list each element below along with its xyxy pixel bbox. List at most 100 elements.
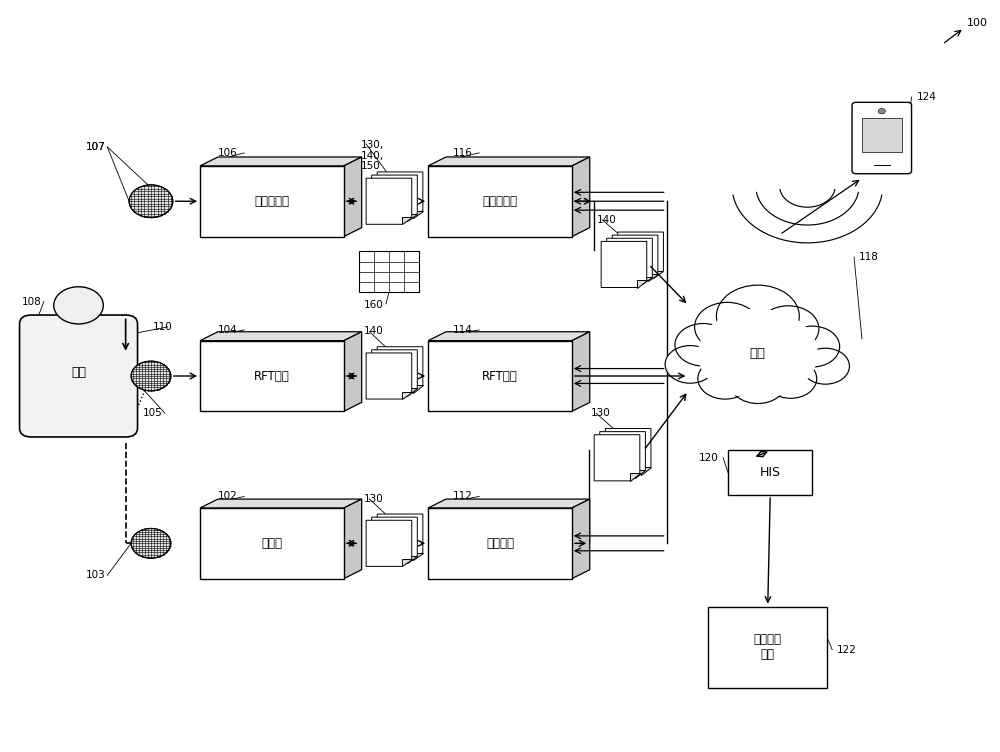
Text: 110: 110 bbox=[153, 322, 173, 332]
Circle shape bbox=[698, 358, 752, 399]
Circle shape bbox=[764, 359, 817, 399]
Polygon shape bbox=[600, 432, 645, 478]
FancyBboxPatch shape bbox=[428, 508, 572, 578]
Polygon shape bbox=[572, 499, 590, 578]
Text: 140: 140 bbox=[597, 215, 617, 225]
Text: 130: 130 bbox=[591, 408, 611, 418]
Text: 100: 100 bbox=[967, 18, 988, 28]
Polygon shape bbox=[607, 238, 652, 284]
FancyBboxPatch shape bbox=[852, 102, 912, 174]
Polygon shape bbox=[618, 232, 663, 278]
Polygon shape bbox=[428, 332, 590, 341]
Text: 患者监视器: 患者监视器 bbox=[254, 195, 289, 208]
Text: 120: 120 bbox=[698, 453, 718, 462]
Text: 103: 103 bbox=[85, 570, 105, 581]
FancyBboxPatch shape bbox=[200, 508, 344, 578]
Circle shape bbox=[129, 185, 173, 217]
Text: RFT网关: RFT网关 bbox=[482, 369, 518, 383]
Circle shape bbox=[131, 361, 171, 391]
Circle shape bbox=[729, 361, 786, 404]
Polygon shape bbox=[413, 553, 423, 560]
Polygon shape bbox=[402, 392, 412, 399]
Polygon shape bbox=[344, 157, 362, 237]
Polygon shape bbox=[344, 332, 362, 411]
Circle shape bbox=[131, 529, 171, 558]
Circle shape bbox=[758, 306, 819, 352]
Polygon shape bbox=[377, 514, 423, 560]
FancyBboxPatch shape bbox=[428, 166, 572, 237]
Circle shape bbox=[785, 326, 840, 367]
Polygon shape bbox=[366, 178, 412, 224]
Text: 108: 108 bbox=[22, 296, 42, 307]
Text: 107: 107 bbox=[85, 142, 105, 152]
Polygon shape bbox=[200, 499, 362, 508]
Text: 输液网关: 输液网关 bbox=[486, 537, 514, 550]
FancyBboxPatch shape bbox=[708, 607, 827, 688]
Text: 患者: 患者 bbox=[71, 365, 86, 379]
FancyBboxPatch shape bbox=[428, 341, 572, 411]
Polygon shape bbox=[637, 280, 647, 287]
Polygon shape bbox=[413, 211, 423, 218]
Polygon shape bbox=[612, 235, 658, 281]
Polygon shape bbox=[377, 172, 423, 218]
Polygon shape bbox=[572, 332, 590, 411]
Polygon shape bbox=[200, 332, 362, 341]
Text: 140: 140 bbox=[364, 326, 384, 336]
Polygon shape bbox=[653, 271, 663, 278]
Polygon shape bbox=[605, 429, 651, 475]
Polygon shape bbox=[594, 435, 640, 481]
Polygon shape bbox=[372, 350, 417, 396]
FancyBboxPatch shape bbox=[728, 450, 812, 495]
Circle shape bbox=[716, 285, 799, 347]
Text: 106: 106 bbox=[217, 148, 237, 158]
Circle shape bbox=[665, 346, 715, 384]
Polygon shape bbox=[366, 353, 412, 399]
Polygon shape bbox=[407, 388, 417, 396]
Circle shape bbox=[675, 323, 732, 366]
FancyBboxPatch shape bbox=[862, 118, 902, 153]
Text: 102: 102 bbox=[217, 492, 237, 502]
Text: 150: 150 bbox=[361, 161, 381, 171]
Text: 140,: 140, bbox=[361, 151, 384, 161]
Polygon shape bbox=[428, 157, 590, 166]
Text: 118: 118 bbox=[859, 252, 879, 262]
Polygon shape bbox=[642, 277, 652, 284]
Text: RFT机器: RFT机器 bbox=[254, 369, 290, 383]
Text: 监视器网关: 监视器网关 bbox=[483, 195, 518, 208]
Circle shape bbox=[801, 348, 849, 384]
Polygon shape bbox=[372, 517, 417, 563]
Text: 130,: 130, bbox=[361, 141, 384, 150]
FancyBboxPatch shape bbox=[359, 251, 419, 293]
Text: 输液泵: 输液泵 bbox=[261, 537, 282, 550]
Text: 160: 160 bbox=[364, 300, 384, 311]
Text: 105: 105 bbox=[143, 408, 163, 418]
Circle shape bbox=[878, 108, 885, 114]
Polygon shape bbox=[402, 217, 412, 224]
Polygon shape bbox=[377, 347, 423, 393]
Polygon shape bbox=[635, 470, 645, 478]
Text: 116: 116 bbox=[452, 148, 472, 158]
Polygon shape bbox=[200, 157, 362, 166]
Circle shape bbox=[695, 302, 760, 351]
Text: 其它医疗
系统: 其它医疗 系统 bbox=[754, 633, 782, 662]
Polygon shape bbox=[407, 214, 417, 221]
FancyBboxPatch shape bbox=[20, 315, 138, 437]
Text: 124: 124 bbox=[917, 92, 936, 102]
Polygon shape bbox=[648, 274, 658, 281]
Polygon shape bbox=[372, 175, 417, 221]
Text: 104: 104 bbox=[217, 325, 237, 335]
Text: HIS: HIS bbox=[760, 466, 781, 479]
Polygon shape bbox=[630, 473, 640, 481]
Polygon shape bbox=[344, 499, 362, 578]
Polygon shape bbox=[641, 467, 651, 475]
Polygon shape bbox=[407, 556, 417, 563]
Text: 网络: 网络 bbox=[750, 347, 766, 360]
Text: 107: 107 bbox=[85, 142, 105, 152]
Circle shape bbox=[54, 287, 103, 324]
Text: 112: 112 bbox=[452, 492, 472, 502]
FancyBboxPatch shape bbox=[200, 166, 344, 237]
Polygon shape bbox=[572, 157, 590, 237]
Polygon shape bbox=[601, 241, 647, 287]
Text: 122: 122 bbox=[837, 644, 857, 655]
Polygon shape bbox=[402, 559, 412, 566]
